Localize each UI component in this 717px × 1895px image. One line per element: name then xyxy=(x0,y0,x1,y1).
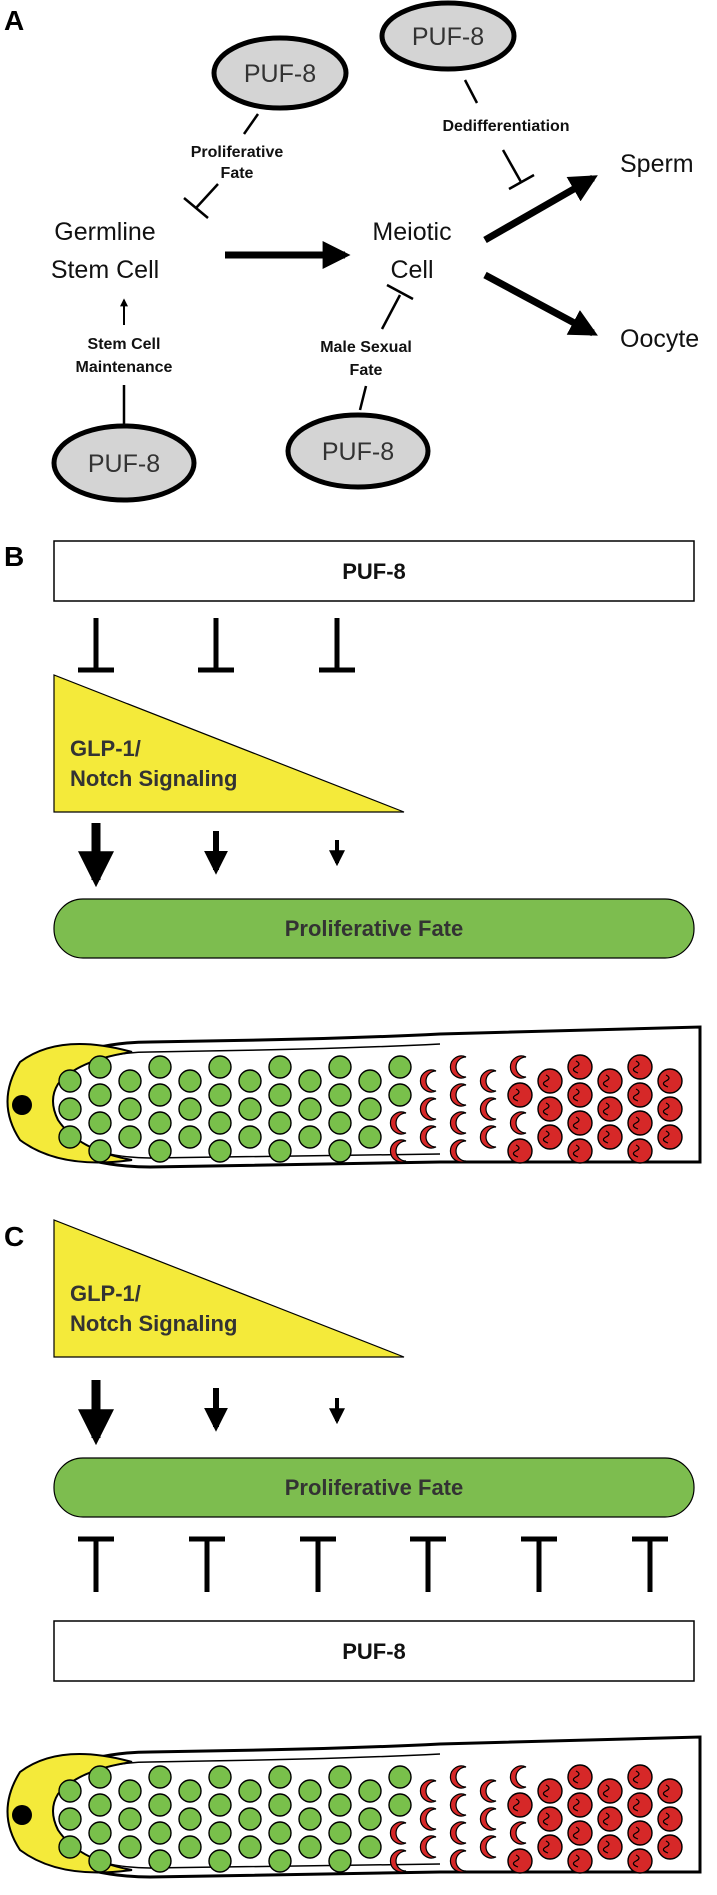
connector-line xyxy=(463,79,479,104)
puf8-oval-proliferative xyxy=(211,35,349,111)
panel-a-letter: A xyxy=(4,5,24,36)
male-sexual-fate-label-line2: Fate xyxy=(350,362,383,379)
panel-a: A Germline Stem Cell Meiotic Cell Sperm … xyxy=(4,0,699,503)
arrow-meiotic-to-sperm xyxy=(483,174,598,244)
stem-cell-maintenance-label-line1: Stem Cell xyxy=(88,336,161,353)
proliferative-fate-bar xyxy=(53,898,695,959)
connector-line xyxy=(358,385,368,411)
sperm-label: Sperm xyxy=(620,150,694,178)
proliferative-fate-bar-label: Proliferative Fate xyxy=(285,916,464,941)
puf8-oval-dedifferentiation xyxy=(379,0,517,72)
dedifferentiation-label: Dedifferentiation xyxy=(442,118,569,135)
inhibition-symbols xyxy=(78,618,355,673)
inhibition-line xyxy=(195,183,219,209)
panel-b-letter: B xyxy=(4,541,24,572)
germline-label-line2: Stem Cell xyxy=(51,256,159,284)
notch-label-line1: GLP-1/ xyxy=(70,1281,141,1306)
inhibition-bar xyxy=(386,283,414,301)
puf8-box-label: PUF-8 xyxy=(342,1639,406,1664)
proliferative-fate-bar xyxy=(53,1457,695,1518)
puf8-oval-male-fate xyxy=(285,412,431,490)
notch-gradient-triangle xyxy=(53,1219,405,1358)
oocyte-label: Oocyte xyxy=(620,325,699,353)
inhibition-line xyxy=(501,149,523,183)
connector-line xyxy=(242,113,260,135)
inhibition-symbols xyxy=(78,1536,668,1592)
inhibition-line xyxy=(380,294,402,330)
meiotic-label-line2: Cell xyxy=(390,256,433,284)
meiotic-label-line1: Meiotic xyxy=(372,218,451,246)
notch-gradient-triangle xyxy=(53,674,405,813)
notch-label-line2: Notch Signaling xyxy=(70,1311,237,1336)
arrow-meiotic-to-oocyte xyxy=(483,271,598,337)
panel-b: B PUF-8 GLP-1/ Notch Signaling Prolifera… xyxy=(4,540,702,1169)
puf8-oval-label: PUF-8 xyxy=(88,450,160,478)
puf8-oval-label: PUF-8 xyxy=(244,60,316,88)
panel-c: C GLP-1/ Notch Signaling Proliferative F… xyxy=(4,1219,702,1879)
inhibition-bar xyxy=(183,197,209,219)
stem-cell-maintenance-label-line2: Maintenance xyxy=(76,359,173,376)
germline-label-line1: Germline xyxy=(54,218,155,246)
inhibition-bar xyxy=(508,173,535,191)
notch-label-line1: GLP-1/ xyxy=(70,736,141,761)
proliferative-fate-label-line2: Fate xyxy=(221,165,254,182)
puf8-box xyxy=(53,1620,695,1682)
puf8-oval-label: PUF-8 xyxy=(322,438,394,466)
puf8-oval-maintenance xyxy=(51,423,197,503)
proliferative-fate-bar-label: Proliferative Fate xyxy=(285,1475,464,1500)
gonad-illustration xyxy=(6,1025,702,1169)
male-sexual-fate-label-line1: Male Sexual xyxy=(320,339,412,356)
puf8-box-label: PUF-8 xyxy=(342,559,406,584)
notch-label-line2: Notch Signaling xyxy=(70,766,237,791)
gonad-illustration xyxy=(6,1735,702,1879)
puf8-oval-label: PUF-8 xyxy=(412,23,484,51)
panel-c-letter: C xyxy=(4,1221,24,1252)
proliferative-fate-label-line1: Proliferative xyxy=(191,144,284,161)
puf8-box xyxy=(53,540,695,602)
